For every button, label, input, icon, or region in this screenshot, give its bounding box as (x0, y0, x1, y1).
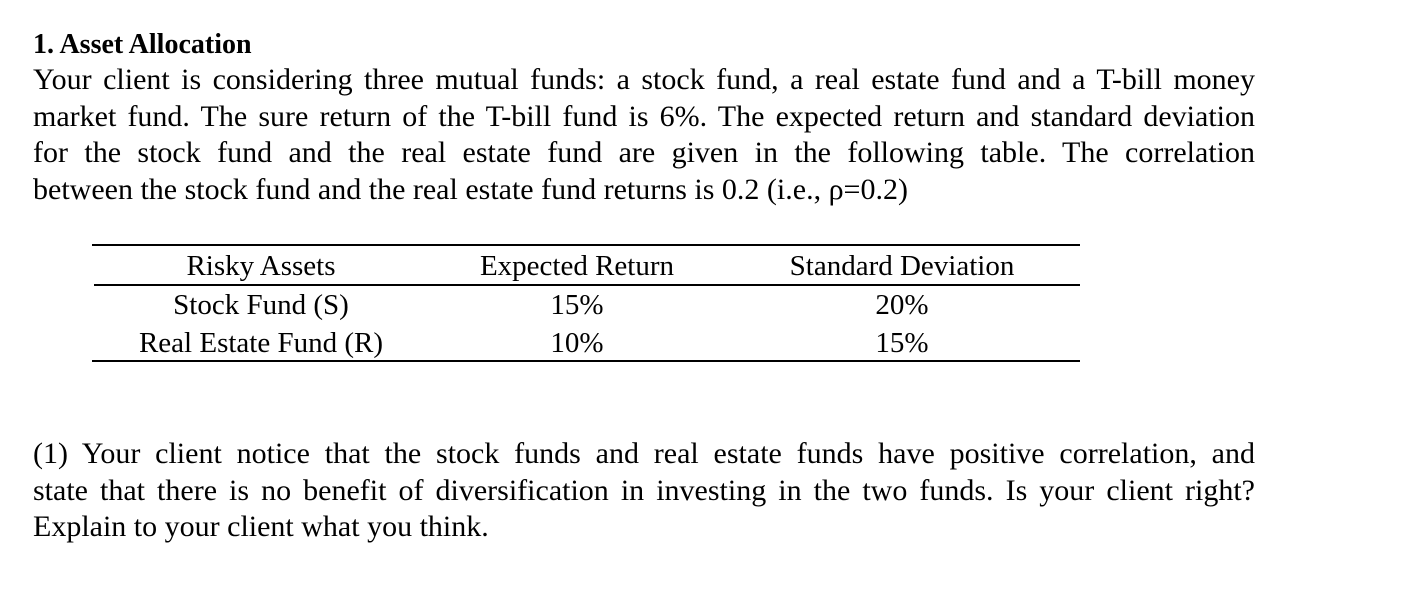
table-bottom-rule (92, 360, 1080, 362)
standard-deviation-cell: 15% (875, 327, 929, 359)
intro-line: between the stock fund and the real esta… (33, 172, 908, 206)
table-top-rule (92, 244, 1080, 246)
intro-line: market fund. The sure return of the T-bi… (33, 99, 1255, 133)
intro-line: Your client is considering three mutual … (33, 63, 1255, 96)
standard-deviation-cell: 20% (875, 289, 929, 321)
column-header-risky-assets: Risky Assets (186, 250, 336, 282)
expected-return-cell: 10% (550, 327, 604, 359)
intro-paragraph: Your client is considering three mutual … (33, 62, 1255, 208)
expected-return-cell: 15% (550, 289, 604, 321)
table-header-row: Risky Assets Expected Return Standard De… (92, 247, 1080, 286)
question-paragraph: (1) Your client notice that the stock fu… (33, 436, 1255, 546)
question-line: (1) Your client notice that the stock fu… (33, 437, 1255, 470)
asset-name-cell: Real Estate Fund (R) (138, 327, 384, 359)
column-header-standard-deviation: Standard Deviation (789, 250, 1015, 282)
asset-name-cell: Stock Fund (S) (173, 289, 349, 321)
question-line: state that there is no benefit of divers… (33, 473, 1255, 507)
question-line: Explain to your client what you think. (33, 510, 489, 543)
table-row: Real Estate Fund (R) 10% 15% (92, 324, 1080, 362)
column-header-expected-return: Expected Return (479, 250, 675, 282)
intro-line: for the stock fund and the real estate f… (33, 136, 1255, 169)
table-row: Stock Fund (S) 15% 20% (92, 286, 1080, 324)
table-header-rule (94, 284, 1080, 286)
section-heading: 1. Asset Allocation (33, 29, 252, 60)
